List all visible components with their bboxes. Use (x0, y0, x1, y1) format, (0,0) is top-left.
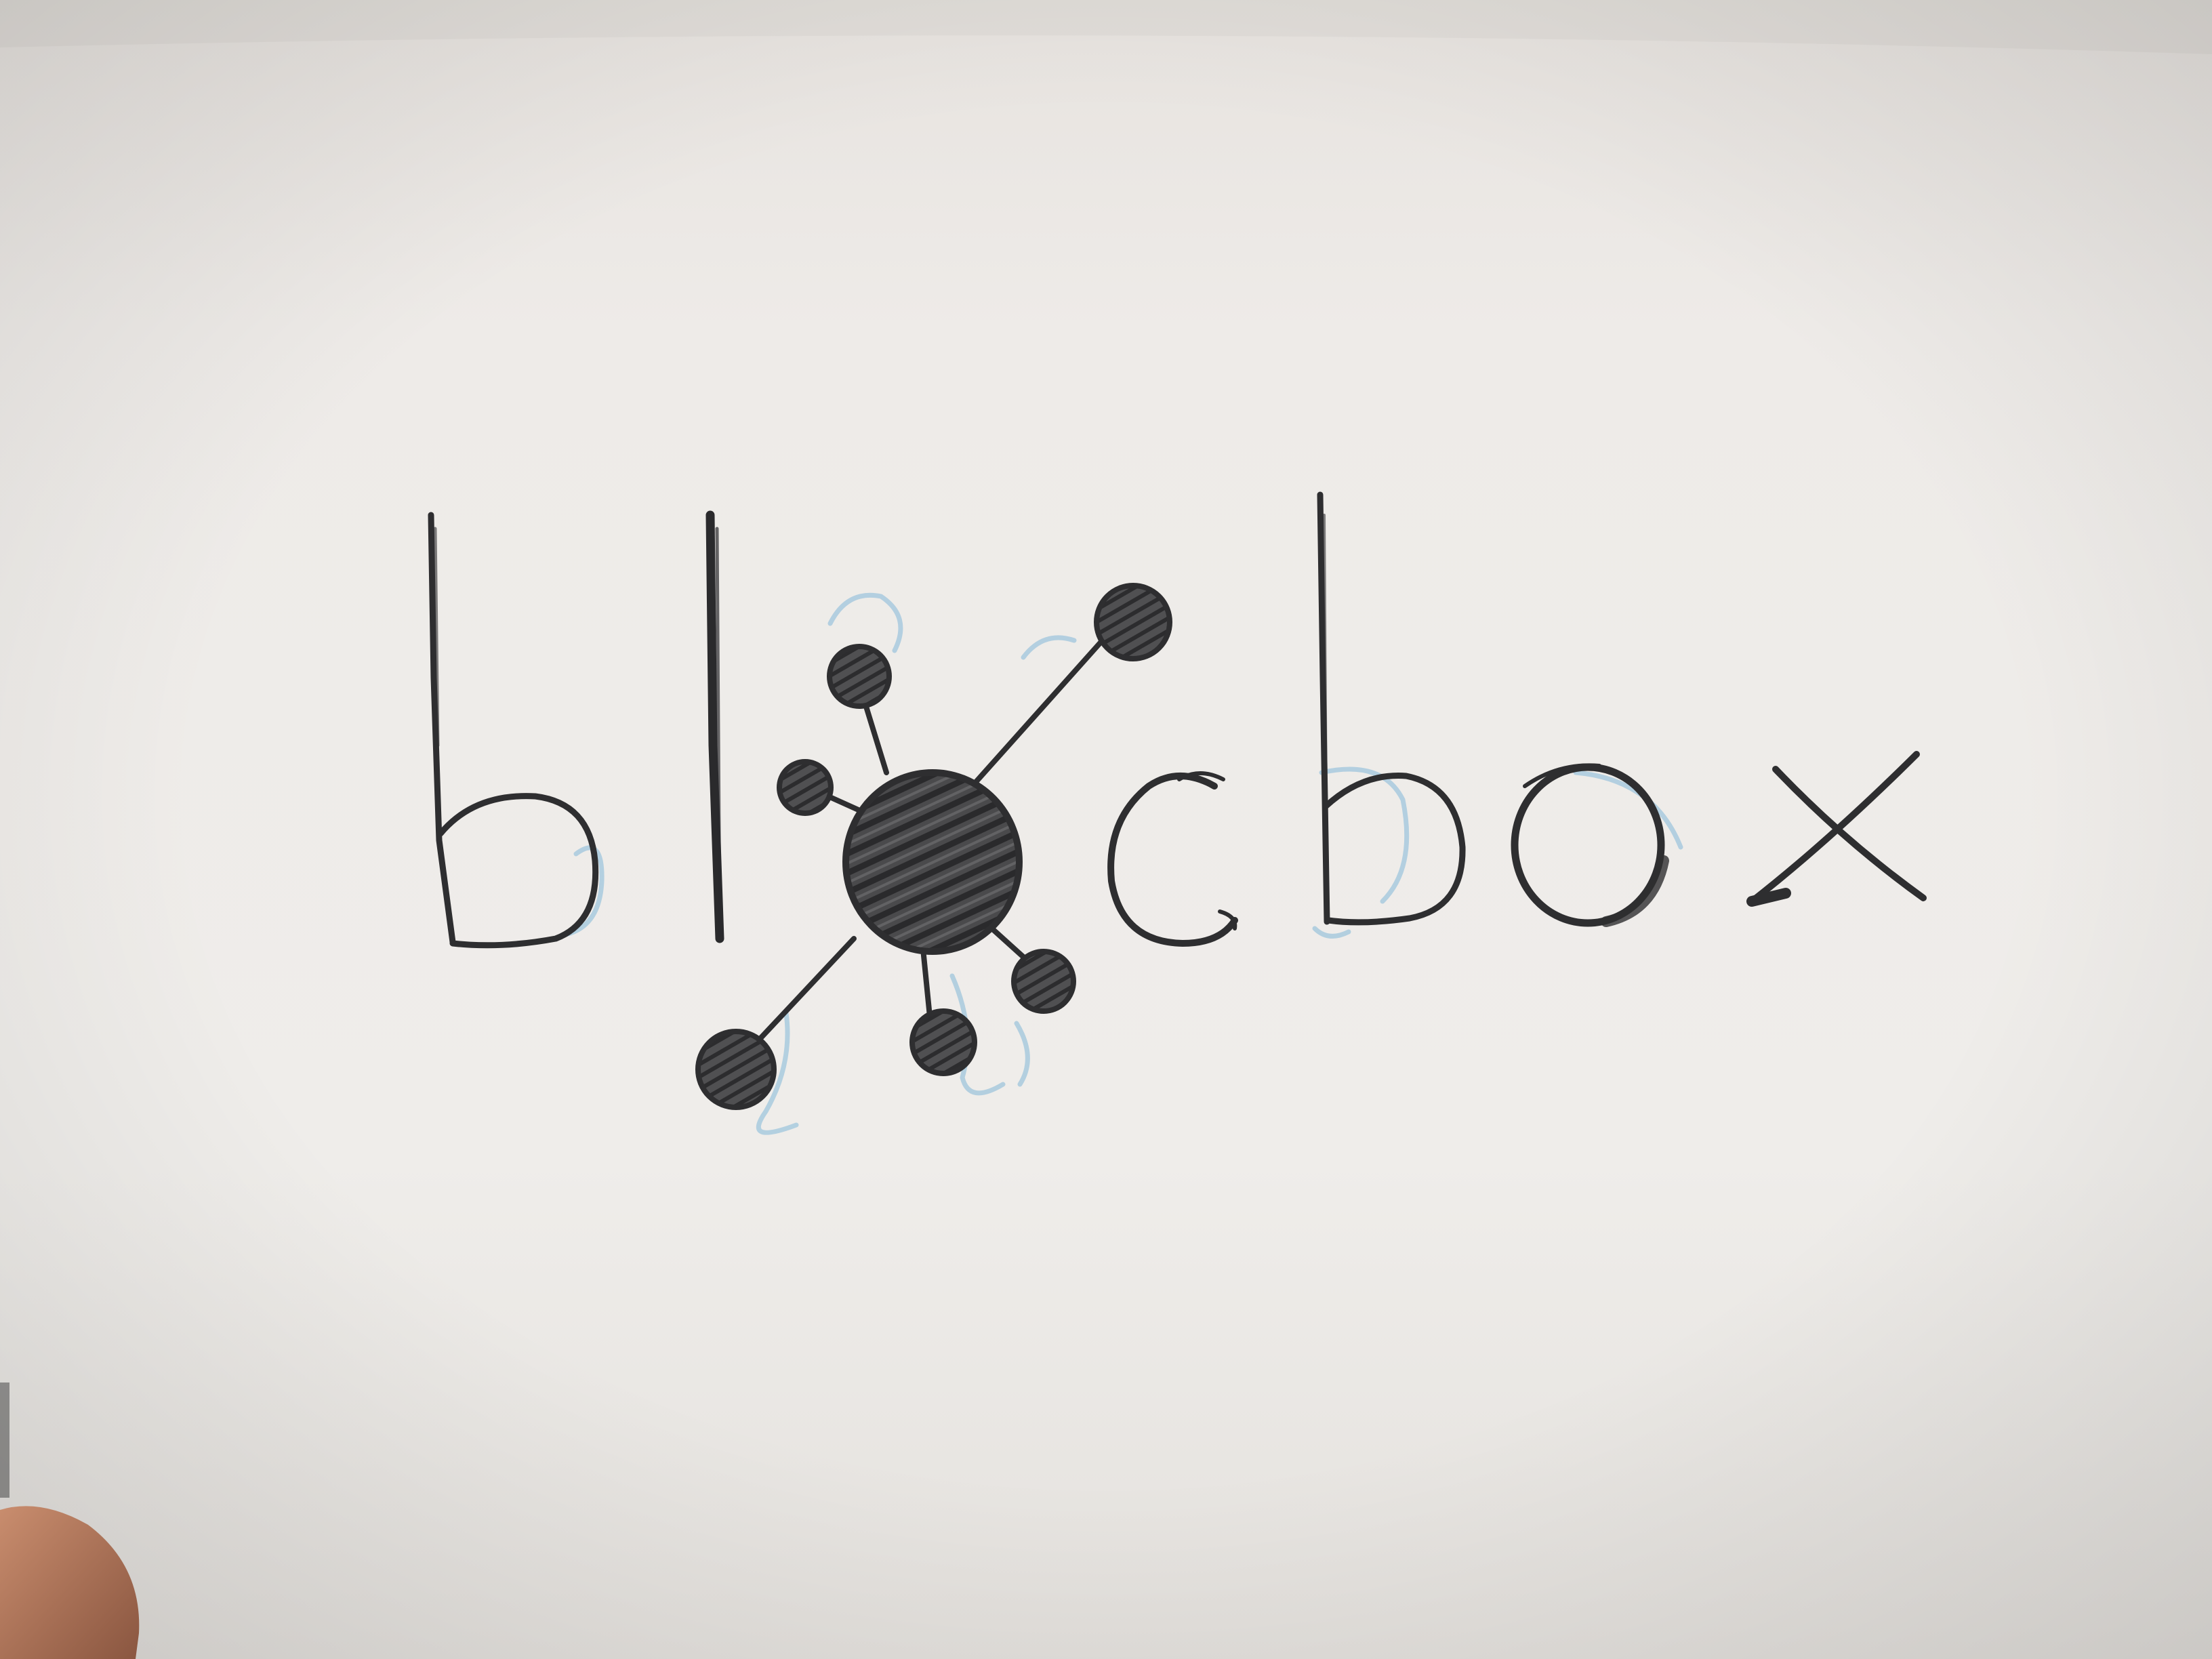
letter-x (1746, 751, 1927, 907)
letter-l (705, 510, 724, 943)
molecule-node-bottom (909, 1008, 977, 1076)
page-edge-left (0, 1382, 9, 1498)
letter-b-first (428, 512, 599, 949)
molecule-node-top-left (827, 644, 892, 709)
molecule-core (842, 769, 1023, 955)
letter-c (1107, 771, 1238, 947)
molecule-node-bottom-right (1011, 949, 1076, 1014)
thumb (0, 1506, 140, 1659)
molecule-node-left (777, 759, 834, 816)
letter-b-second (1317, 491, 1466, 926)
letter-o (1511, 763, 1669, 927)
molecule-symbol (695, 583, 1172, 1110)
molecule-node-top-right (1094, 583, 1172, 661)
molecule-node-bottom-left (695, 1029, 777, 1110)
